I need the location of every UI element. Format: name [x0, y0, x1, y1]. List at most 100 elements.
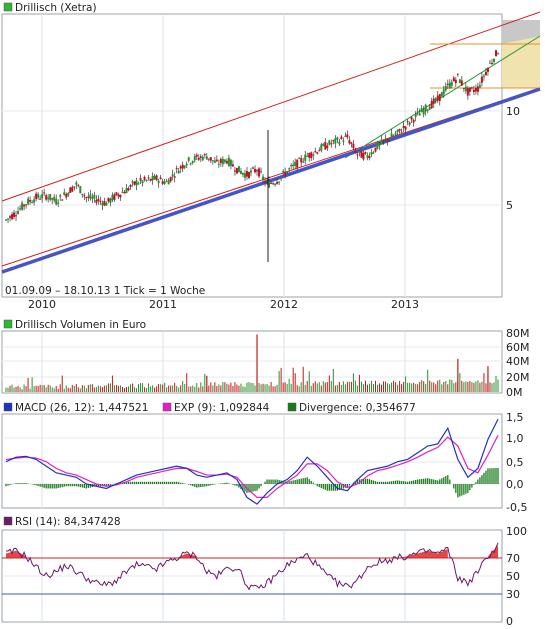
candle-body [372, 152, 375, 154]
candle-body [494, 50, 497, 57]
candle-body [320, 144, 323, 151]
candle-body [55, 198, 58, 205]
candle-body [145, 179, 148, 181]
candle-body [448, 82, 451, 89]
candle-body [480, 76, 483, 83]
candle-body [280, 176, 283, 179]
candle-body [362, 152, 365, 160]
candle-body [243, 173, 246, 178]
candle-body [159, 177, 162, 180]
candle-body [472, 89, 475, 92]
candle-body [183, 165, 186, 168]
candle-body [149, 178, 152, 181]
candle-body [81, 193, 84, 195]
candle-body [354, 149, 357, 153]
candle-body [29, 199, 32, 202]
candle-body [65, 193, 68, 198]
candle-body [398, 128, 401, 131]
candle-body [424, 104, 427, 112]
candle-body [209, 157, 212, 161]
candle-body [366, 155, 369, 158]
candle-body [348, 140, 351, 144]
candle-body [332, 140, 335, 142]
exp-line [5, 435, 499, 498]
candle-body [302, 161, 305, 163]
candle-body [35, 193, 38, 199]
candle-body [97, 198, 100, 202]
candle-body [342, 140, 345, 142]
candle-body [268, 181, 271, 188]
candle-body [135, 180, 138, 186]
candle-body [163, 181, 166, 184]
candle-body [444, 85, 447, 91]
candle-body [410, 117, 413, 120]
candle-body [322, 143, 325, 146]
candle-body [31, 202, 34, 204]
candle-body [99, 200, 102, 202]
macd-y-tick-label: 0,5 [506, 456, 524, 469]
candle-body [350, 142, 353, 144]
price-title: Drillisch (Xetra) [15, 2, 97, 14]
candle-body [258, 168, 261, 177]
volume-y-tick-label: 20M [506, 371, 530, 384]
candle-body [478, 85, 481, 88]
candle-body [396, 129, 399, 133]
x-tick-label-year: 2010 [28, 298, 56, 311]
candle-body [119, 194, 122, 198]
candle-body [340, 136, 343, 139]
candle-body [330, 143, 333, 145]
price-y-tick-label: 10 [506, 105, 520, 118]
candle-body [165, 181, 168, 183]
candle-body [45, 195, 48, 200]
candle-body [282, 171, 285, 173]
candle-body [288, 168, 291, 170]
candle-body [15, 215, 18, 217]
candle-body [93, 194, 96, 199]
projection-zone-yellow [502, 36, 540, 88]
candle-body [67, 193, 70, 196]
candle-body [25, 204, 28, 206]
candle-body [402, 125, 405, 128]
candle-body [233, 170, 236, 172]
candle-body [272, 183, 275, 185]
candle-body [278, 181, 281, 183]
rsi-overbought-area [397, 549, 448, 558]
macd-panel-frame [1, 413, 503, 509]
candle-body [247, 172, 250, 178]
candle-body [430, 100, 433, 109]
candle-body [452, 77, 455, 82]
candle-body [442, 89, 445, 95]
volume-y-tick-label: 60M [506, 341, 530, 354]
candle-body [420, 108, 423, 113]
candle-body [133, 181, 136, 185]
candle-body [298, 158, 301, 160]
candle-body [324, 141, 327, 150]
candle-body [374, 147, 377, 152]
candle-body [464, 86, 467, 92]
candle-body [422, 109, 425, 115]
x-tick-label-year: 2013 [391, 298, 419, 311]
candle-body [334, 138, 337, 144]
candle-body [392, 135, 395, 137]
macd-y-tick-label: -0,5 [506, 501, 527, 514]
candle-body [41, 194, 44, 199]
candle-body [270, 183, 273, 185]
candle-body [358, 150, 361, 153]
candle-body [77, 185, 80, 187]
candle-body [7, 218, 10, 220]
candle-body [197, 157, 200, 160]
candle-body [474, 88, 477, 92]
candle-body [296, 159, 299, 168]
candle-body [497, 53, 499, 55]
candle-body [49, 193, 52, 200]
candle-body [87, 196, 90, 198]
candle-body [432, 98, 435, 104]
candle-body [434, 98, 437, 101]
candle-body [123, 191, 126, 194]
candle-body [5, 219, 7, 221]
candle-body [488, 62, 491, 64]
candle-body [231, 164, 234, 167]
candle-body [256, 170, 259, 172]
candle-body [57, 202, 60, 204]
candle-body [219, 159, 222, 163]
